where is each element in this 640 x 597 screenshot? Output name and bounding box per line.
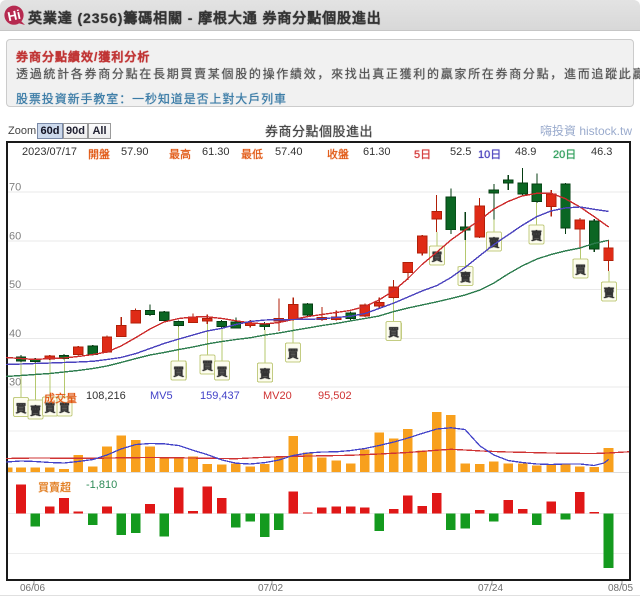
svg-text:買: 買 — [202, 360, 213, 373]
svg-text:賣: 賣 — [530, 229, 543, 243]
svg-text:買: 買 — [288, 348, 299, 361]
svg-text:賣: 賣 — [29, 404, 42, 418]
svg-text:Hi: Hi — [6, 7, 22, 24]
svg-text:賣: 賣 — [603, 286, 616, 300]
svg-text:買: 買 — [59, 402, 70, 415]
svg-text:買: 買 — [575, 264, 586, 277]
svg-text:買: 買 — [432, 251, 443, 264]
svg-text:買: 買 — [217, 366, 228, 379]
svg-text:40: 40 — [9, 328, 21, 340]
svg-text:買: 買 — [45, 402, 56, 415]
svg-text:60: 60 — [9, 230, 21, 242]
svg-text:賣: 賣 — [459, 270, 472, 284]
svg-text:賣: 賣 — [259, 367, 272, 381]
svg-text:50: 50 — [9, 279, 21, 291]
svg-text:買: 買 — [388, 326, 399, 339]
svg-text:70: 70 — [9, 182, 21, 194]
svg-text:30: 30 — [9, 377, 21, 389]
svg-text:買: 買 — [16, 402, 27, 415]
svg-text:賣: 賣 — [488, 236, 501, 250]
svg-text:買: 買 — [173, 366, 184, 379]
